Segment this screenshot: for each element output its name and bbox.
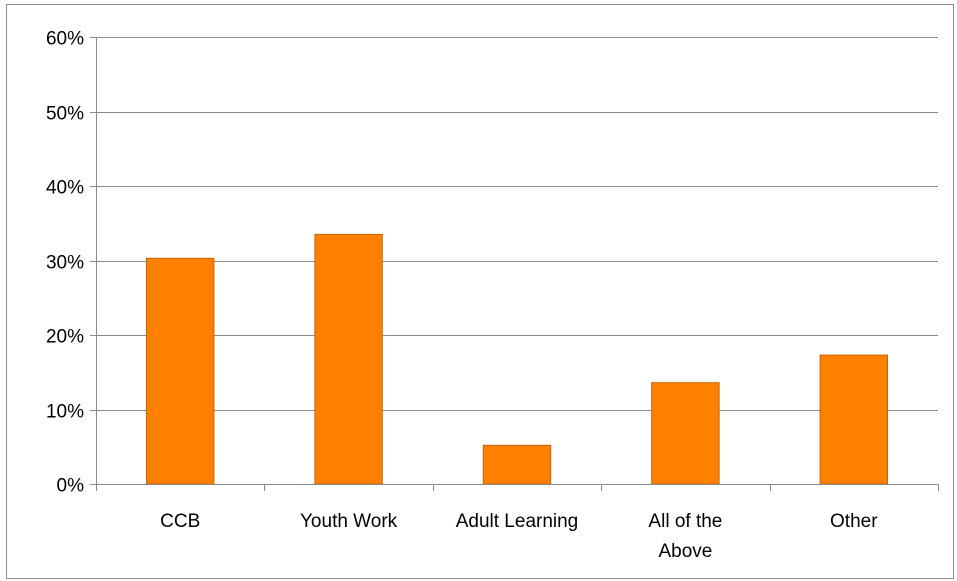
grid-lines [96,38,938,411]
x-tick-label: CCB [160,511,200,532]
y-tick-label: 10% [46,402,84,423]
x-tick-label: All of the Above [648,511,722,562]
bar [820,355,887,484]
y-tick-label: 50% [46,104,84,125]
bar [652,383,719,484]
x-tick-label: Other [830,511,878,532]
x-tick-label: Adult Learning [456,511,579,532]
y-tick-label: 30% [46,253,84,274]
y-tick-label: 40% [46,178,84,199]
bar [147,258,214,484]
y-tick-label: 0% [57,476,85,497]
bar [315,234,382,484]
y-tick-label: 20% [46,327,84,348]
axes [90,37,939,491]
y-tick-label: 60% [46,29,84,50]
bar [483,445,550,484]
bars [147,234,888,484]
x-tick-label: Youth Work [300,511,398,532]
